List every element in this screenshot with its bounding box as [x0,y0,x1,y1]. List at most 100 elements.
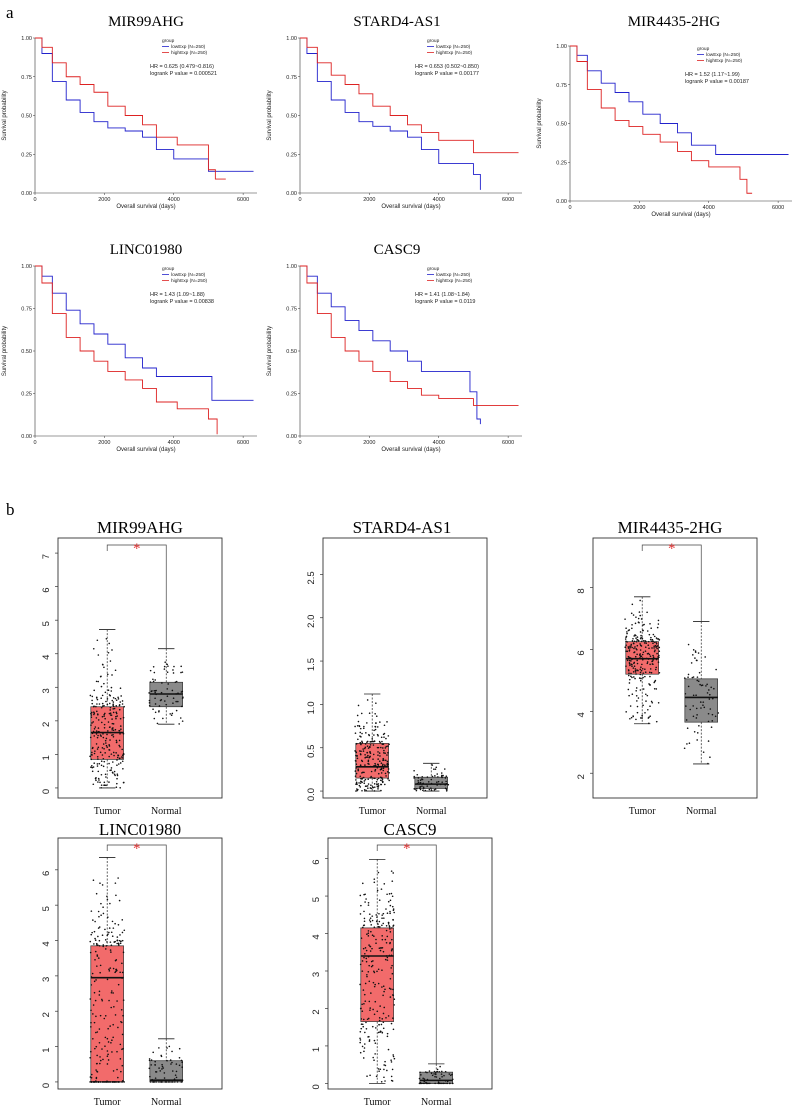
x-axis-label: Overall survival (days) [116,447,175,453]
data-point [148,699,151,702]
data-point [109,731,112,734]
data-point [91,766,94,769]
data-point [169,1059,172,1061]
data-point [434,1073,437,1076]
data-point [437,1081,440,1083]
data-point [639,673,642,676]
data-point [90,1009,92,1012]
data-point [632,715,634,717]
data-point [639,637,642,640]
data-point [436,1070,439,1073]
legend-label: highExp (N=250) [436,50,473,56]
data-point [116,715,119,717]
data-point [95,705,97,708]
data-point [686,727,689,730]
data-point [91,770,94,773]
y-tick-label: 1.00 [286,264,297,270]
data-point [367,783,370,785]
data-point [120,1081,122,1083]
data-point [650,700,653,703]
data-point [107,721,110,723]
data-point [425,783,427,785]
data-point [434,788,437,790]
data-point [361,926,364,929]
data-point [370,965,373,968]
data-point [647,708,649,711]
data-point [424,1071,427,1073]
data-point [98,944,101,947]
data-point [360,1023,363,1025]
data-point [420,1082,422,1085]
data-point [629,657,632,659]
data-point [151,690,153,692]
data-point [644,657,646,660]
data-point [390,967,392,969]
data-point [655,720,658,723]
data-point [92,1013,94,1015]
data-point [356,789,358,792]
data-point [631,676,633,679]
data-point [374,1053,376,1055]
data-point [640,666,642,669]
data-point [106,941,108,943]
data-point [657,638,660,640]
data-point [648,684,651,686]
data-point [101,1048,103,1050]
data-point [89,755,91,758]
data-point [112,735,115,738]
x-tick-label: 6000 [772,205,784,211]
data-point [389,941,391,944]
data-point [359,983,361,986]
data-point [715,668,717,671]
data-point [355,742,358,745]
data-point [433,1073,435,1075]
data-point [438,1070,441,1073]
data-point [381,917,383,920]
data-point [628,629,631,631]
data-point [362,947,365,950]
data-point [452,1078,454,1081]
data-point [387,900,390,903]
data-point [383,883,386,885]
data-point [112,723,115,725]
data-point [363,1043,366,1045]
data-point [380,789,382,792]
y-tick-label: 0.75 [21,75,32,81]
data-point [100,706,103,709]
data-point [626,659,629,662]
legend-label: lowExp (N=250) [436,272,471,278]
data-point [430,787,432,789]
data-point [640,677,642,680]
data-point [386,959,389,961]
data-points-tumor [354,699,390,792]
data-point [109,714,112,716]
significance-star: * [668,541,676,557]
data-point [100,764,103,767]
data-point [374,1027,377,1029]
data-point [109,739,111,741]
km-title: MIR99AHG [108,14,184,30]
data-point [90,976,93,978]
data-point [99,1056,101,1058]
data-point [434,1075,436,1078]
data-point [437,780,440,783]
data-point [363,1050,365,1053]
data-point [377,871,380,874]
box-title: CASC9 [383,820,437,839]
data-point [361,742,364,744]
data-point [651,701,654,704]
data-point [631,693,634,696]
data-point [391,927,393,929]
data-point [115,959,118,961]
data-point [639,649,642,651]
y-axis-label: Survival probability [2,90,8,140]
y-tick-label: 4 [41,655,52,660]
data-point [95,1015,97,1018]
data-point [393,1057,396,1060]
data-point [98,915,100,918]
data-point [445,790,448,792]
data-point [110,767,113,769]
data-point [104,773,107,776]
data-point [374,725,376,728]
plot-frame [57,537,223,799]
